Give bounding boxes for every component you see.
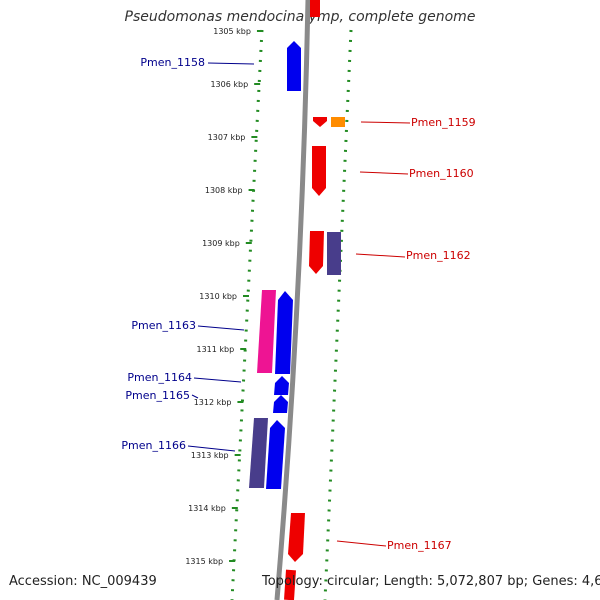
tick-label: 1306 kbp (210, 80, 248, 89)
leader-pmen-1159 (360, 121, 411, 124)
leader-pmen-1165 (191, 394, 199, 399)
tick-label: 1308 kbp (205, 186, 243, 195)
label-pmen-1166: Pmen_1166 (121, 439, 186, 452)
gene-pmen-1162-slate (327, 232, 341, 275)
gene-pmen-1164 (274, 376, 289, 395)
inner-dotted-ring (230, 29, 264, 600)
leader-pmen-1158 (207, 62, 255, 65)
tick-label: 1315 kbp (185, 557, 223, 566)
gene-pmen-1163-pink (257, 290, 276, 373)
label-pmen-1165: Pmen_1165 (125, 389, 190, 402)
gene-pmen-1162 (309, 231, 324, 274)
leader-pmen-1166 (187, 445, 236, 452)
leader-pmen-1167 (336, 540, 387, 547)
map-title: Pseudomonas mendocina ymp, complete geno… (124, 9, 476, 25)
label-pmen-1167: Pmen_1167 (387, 539, 452, 552)
accession-text: Accession: NC_009439 (9, 574, 157, 589)
gene-pmen-1166-slate (249, 418, 268, 488)
gene-pmen-1166 (266, 420, 285, 489)
tick-label: 1314 kbp (188, 504, 226, 513)
genome-backbone (274, 0, 311, 600)
leader-pmen-1162 (355, 253, 406, 258)
label-pmen-1163: Pmen_1163 (131, 319, 196, 332)
tick-label: 1310 kbp (199, 292, 237, 301)
tick-label: 1311 kbp (197, 345, 235, 354)
tick-label: 1313 kbp (191, 451, 229, 460)
label-pmen-1158: Pmen_1158 (140, 56, 205, 69)
label-pmen-1164: Pmen_1164 (127, 371, 192, 384)
tick-label: 1307 kbp (208, 133, 246, 142)
gene-pmen-1160 (312, 146, 326, 196)
tick-label: 1305 kbp (213, 27, 251, 36)
leader-pmen-1163 (197, 325, 245, 331)
label-pmen-1160: Pmen_1160 (409, 167, 474, 180)
leader-pmen-1160 (359, 171, 409, 175)
outer-dotted-ring (323, 29, 353, 600)
leader-pmen-1164 (193, 377, 242, 383)
gene-pmen-1165 (273, 395, 288, 413)
label-pmen-1159: Pmen_1159 (411, 116, 476, 129)
gene-pmen-1167 (288, 513, 305, 562)
label-pmen-1162: Pmen_1162 (406, 249, 471, 262)
tick-label: 1312 kbp (194, 398, 232, 407)
scale-ticks: 1305 kbp 1306 kbp 1307 kbp 1308 kbp 1309 kbp… (185, 27, 263, 566)
genome-summary-text: Topology: circular; Length: 5,072,807 bp… (262, 574, 600, 589)
gene-pmen-1158 (287, 41, 301, 91)
gene-pmen-1163 (275, 291, 293, 374)
gene-pmen-1159-orange (331, 117, 345, 127)
gene-pmen-1159 (313, 117, 327, 127)
tick-label: 1309 kbp (202, 239, 240, 248)
backbone-bottom-red (284, 569, 296, 600)
